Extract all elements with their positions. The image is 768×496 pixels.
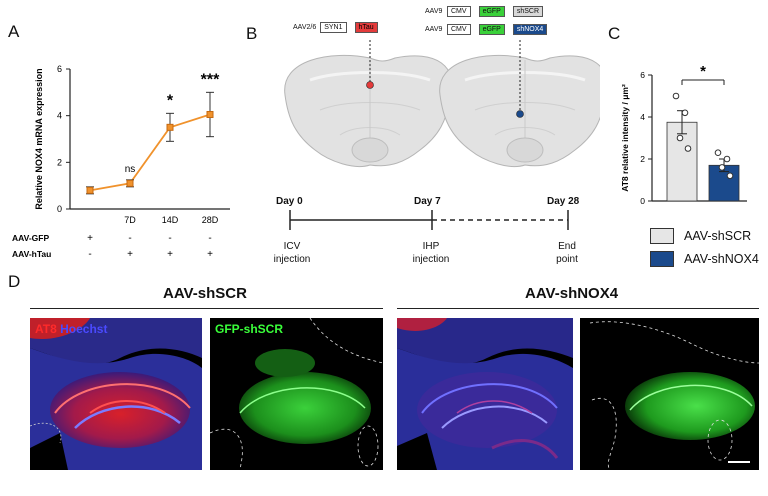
y-tick-label-c: 0 [640,196,645,206]
row-mark-a: - [168,233,171,244]
timeline-day28: Day 28 [547,196,580,207]
timeline-event-ihp: IHP injection [412,241,450,265]
data-point-c [718,164,726,171]
data-point-c [714,149,722,156]
data-point-c [684,145,692,152]
y-tick-label-a: 6 [57,64,62,74]
construct-shscr-prefix: AAV9 [425,8,443,15]
panel-c-legend: AAV-shSCR AAV-shNOX4 [650,228,759,267]
legend-swatch-shscr [650,228,674,244]
panel-c-plot-area: 0 2 4 6 AT8 relative intensity / μm² * [620,63,747,206]
row-mark-a: - [88,249,91,260]
timeline-axis [289,210,569,230]
y-tick-label-a: 4 [57,111,62,121]
micrograph-at8-shnox4-image [397,318,573,470]
y-axis-label-a: Relative NOX4 mRNA expression [34,68,44,209]
row-mark-a: - [128,233,131,244]
significance-label-a: ns [125,164,136,175]
y-axis-label-c: AT8 relative intensity / μm² [620,84,630,192]
construct-htau: AAV2/6 SYN1 hTau [293,22,386,33]
micrograph-gfp-shscr-image [210,318,383,470]
y-tick-label-c: 2 [640,154,645,164]
data-point-a [166,123,174,131]
y-tick-label-c: 4 [640,112,645,122]
micrograph-at8-shscr-image [30,318,202,470]
data-point-c [676,134,684,142]
group-title-shnox4: AAV-shNOX4 [525,285,619,302]
bar-c [666,121,698,202]
brain-left-icon [284,40,453,167]
panel-b-letter: B [246,24,258,43]
construct-htau-prefix: AAV2/6 [293,24,317,31]
construct-shnox4: AAV9 CMV eGFP shNOX4 [425,24,555,35]
significance-label-a: * [167,92,174,109]
micrograph-gfp-shnox4 [580,318,759,470]
row-mark-a: + [87,233,93,244]
data-point-a [126,179,134,187]
legend-label-shnox4: AAV-shNOX4 [684,252,759,266]
panel-d-letter: D [8,272,21,291]
y-tick-label-a: 0 [57,204,62,214]
significance-label-a: *** [201,71,220,88]
y-tick-label-c: 6 [640,70,645,80]
legend-item-shscr: AAV-shSCR [650,228,759,244]
timeline-event-icv: ICV injection [273,241,311,265]
panel-a-chart: 0 2 4 6 Relative NOX4 mRNA expression ns 7D * 14… [12,64,230,260]
x-tick-label-a: 28D [202,215,219,225]
timeline-day0: Day 0 [276,196,303,207]
row-mark-a: - [208,233,211,244]
construct-shnox4-gene: shNOX4 [512,24,548,35]
micrograph-gfp-shscr: GFP-shSCR [210,318,383,470]
group-title-shscr: AAV-shSCR [163,285,247,302]
legend-item-shnox4: AAV-shNOX4 [650,251,759,267]
brain-right-icon [439,40,600,167]
panel-a-letter: A [8,22,20,41]
data-point-c [726,172,734,180]
group-underline-shscr [30,308,383,309]
y-tick-label-a: 2 [57,157,62,167]
significance-label-c: * [700,63,706,80]
label-gfp: GFP-shSCR [215,322,284,336]
label-hoechst: Hoechst [60,322,108,336]
construct-shscr-promoter: CMV [447,6,471,17]
scale-bar [728,461,750,463]
x-tick-label-a: 7D [124,215,136,225]
construct-htau-promoter: SYN1 [320,22,347,33]
row-mark-a: + [207,249,213,260]
construct-shnox4-promoter: CMV [447,24,471,35]
construct-shscr-reporter: eGFP [478,6,505,17]
panel-a-plot-area: 0 2 4 6 Relative NOX4 mRNA expression ns 7D * 14… [12,64,230,260]
construct-shscr: AAV9 CMV eGFP shSCR [425,6,551,17]
micrograph-at8-shnox4 [397,318,573,470]
row-mark-a: + [127,249,133,260]
group-underline-shnox4 [397,308,759,309]
panel-c-letter: C [608,24,621,43]
data-point-c [681,109,689,117]
series-line-a [89,113,211,192]
x-tick-label-a: 14D [162,215,179,225]
legend-swatch-shnox4 [650,251,674,267]
data-point-a [86,186,94,194]
construct-shscr-gene: shSCR [512,6,544,17]
construct-shnox4-reporter: eGFP [478,24,505,35]
construct-htau-gene: hTau [354,22,378,33]
data-point-a [206,111,214,118]
panel-c-chart: 0 2 4 6 AT8 relative intensity / μm² * [620,63,747,206]
data-point-c [672,92,680,100]
micrograph-gfp-shnox4-image [589,321,759,470]
micrograph-at8-labels: AT8 Hoechst [35,322,107,336]
data-point-c [723,155,731,163]
legend-label-shscr: AAV-shSCR [684,229,752,243]
construct-shnox4-prefix: AAV9 [425,26,443,33]
row-label-a: AAV-hTau [12,249,51,259]
row-mark-a: + [167,249,173,260]
row-label-a: AAV-GFP [12,233,49,243]
timeline-day7: Day 7 [414,196,441,207]
micrograph-at8-shscr: AT8 Hoechst [30,318,202,470]
timeline-event-end: End point [556,241,578,265]
label-at8: AT8 [35,322,57,336]
brain-schematics [284,40,600,167]
